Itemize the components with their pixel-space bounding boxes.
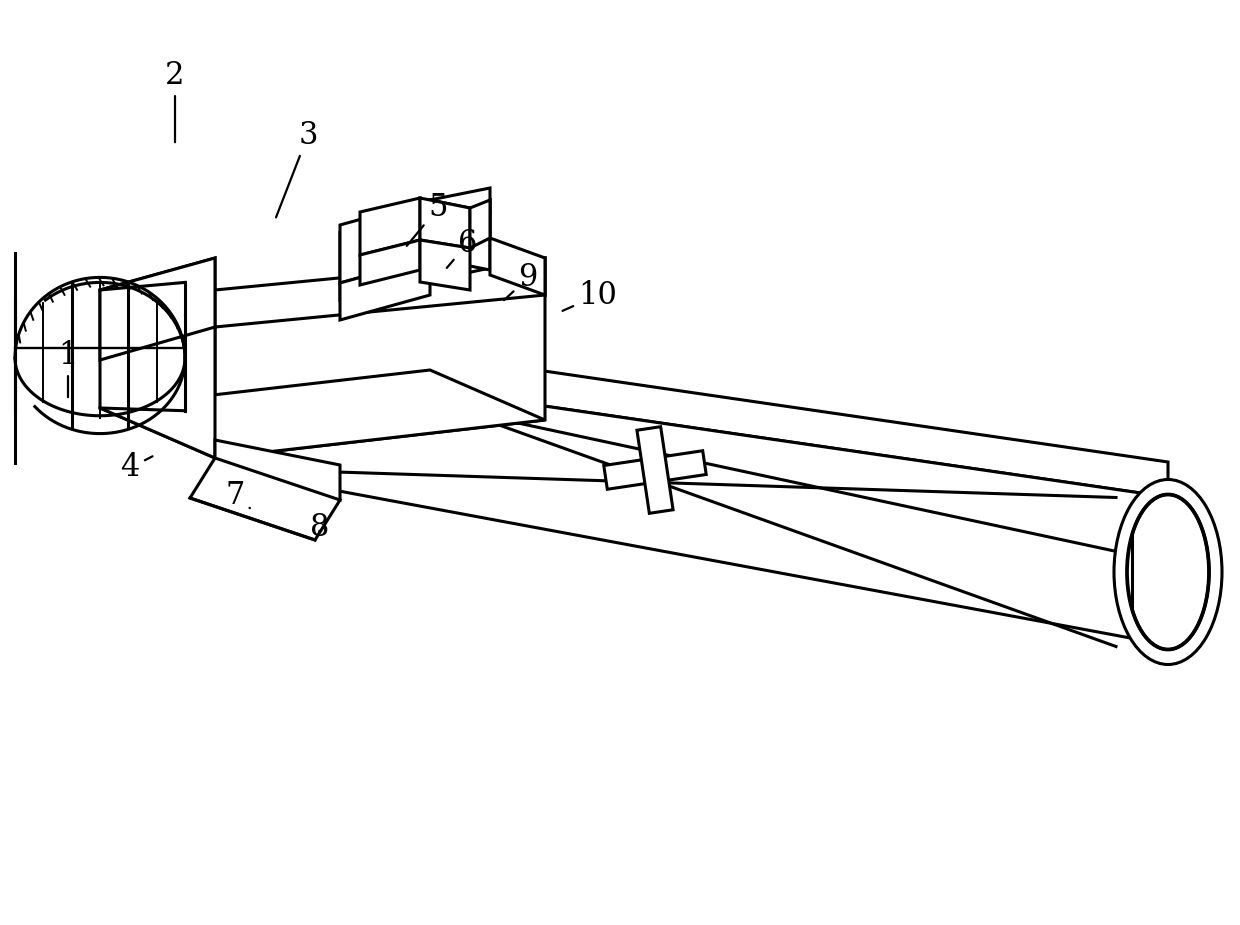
Text: 2: 2 <box>165 59 185 142</box>
Polygon shape <box>100 258 215 458</box>
Text: 5: 5 <box>407 192 448 246</box>
Polygon shape <box>430 200 490 270</box>
Polygon shape <box>215 258 546 458</box>
Text: 10: 10 <box>563 279 618 311</box>
Polygon shape <box>637 426 673 513</box>
Polygon shape <box>100 370 546 458</box>
Text: 6: 6 <box>446 228 477 268</box>
Polygon shape <box>190 458 340 540</box>
Polygon shape <box>490 238 546 295</box>
Polygon shape <box>215 258 546 327</box>
Polygon shape <box>340 258 430 320</box>
Text: 1: 1 <box>58 339 78 397</box>
Polygon shape <box>470 200 490 248</box>
Polygon shape <box>340 200 430 283</box>
Polygon shape <box>215 323 1168 497</box>
Polygon shape <box>420 198 470 248</box>
Text: 4: 4 <box>120 452 153 484</box>
Ellipse shape <box>1114 479 1221 664</box>
Polygon shape <box>360 240 420 285</box>
Polygon shape <box>100 258 215 360</box>
Polygon shape <box>340 200 490 300</box>
Text: 7: 7 <box>226 479 250 511</box>
Polygon shape <box>360 198 420 255</box>
Text: 8: 8 <box>310 512 330 544</box>
Ellipse shape <box>1127 495 1209 649</box>
Polygon shape <box>420 240 470 290</box>
Text: 3: 3 <box>277 119 317 217</box>
Polygon shape <box>430 188 490 212</box>
Text: 9: 9 <box>503 263 538 300</box>
Polygon shape <box>215 358 1168 645</box>
Polygon shape <box>215 440 340 500</box>
Polygon shape <box>604 450 707 489</box>
